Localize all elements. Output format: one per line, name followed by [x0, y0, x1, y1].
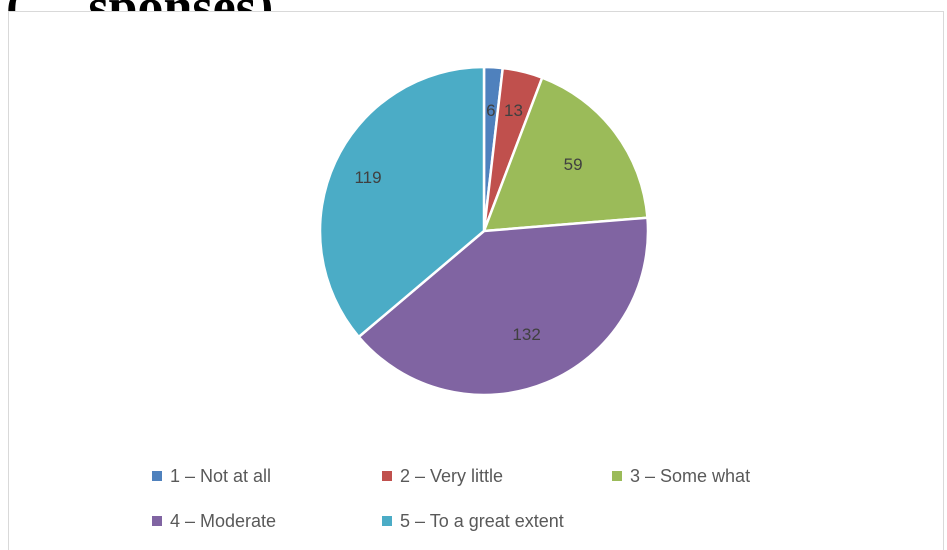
- data-label-3-some-what: 59: [564, 155, 583, 174]
- legend-swatch-1-not-at-all: [152, 471, 162, 481]
- legend-swatch-3-some-what: [612, 471, 622, 481]
- data-labels: 6 13 59 132 119: [354, 101, 582, 344]
- data-label-4-moderate: 132: [512, 325, 540, 344]
- legend-item-4-moderate: 4 – Moderate: [152, 511, 276, 531]
- pie-slice-4-moderate: [357, 216, 650, 397]
- legend-label-3-some-what: 3 – Some what: [630, 466, 750, 486]
- legend: 1 – Not at all 2 – Very little 3 – Some wh…: [152, 466, 750, 531]
- pie-slice-5-to-a-great-extent: [318, 65, 486, 339]
- data-label-2-very-little: 13: [504, 101, 523, 120]
- legend-label-5-to-a-great-extent: 5 – To a great extent: [400, 511, 564, 531]
- legend-label-4-moderate: 4 – Moderate: [170, 511, 276, 531]
- legend-item-3-some-what: 3 – Some what: [612, 466, 750, 486]
- legend-swatch-5-to-a-great-extent: [382, 516, 392, 526]
- legend-swatch-4-moderate: [152, 516, 162, 526]
- legend-item-5-to-a-great-extent: 5 – To a great extent: [382, 511, 564, 531]
- data-label-1-not-at-all: 6: [486, 101, 495, 120]
- legend-label-1-not-at-all: 1 – Not at all: [170, 466, 271, 486]
- legend-swatch-2-very-little: [382, 471, 392, 481]
- legend-item-1-not-at-all: 1 – Not at all: [152, 466, 271, 486]
- pie-slices: [318, 65, 650, 397]
- pie-slice-3-some-what: [482, 76, 649, 233]
- data-label-5-to-a-great-extent: 119: [354, 168, 381, 187]
- legend-item-2-very-little: 2 – Very little: [382, 466, 503, 486]
- legend-label-2-very-little: 2 – Very little: [400, 466, 503, 486]
